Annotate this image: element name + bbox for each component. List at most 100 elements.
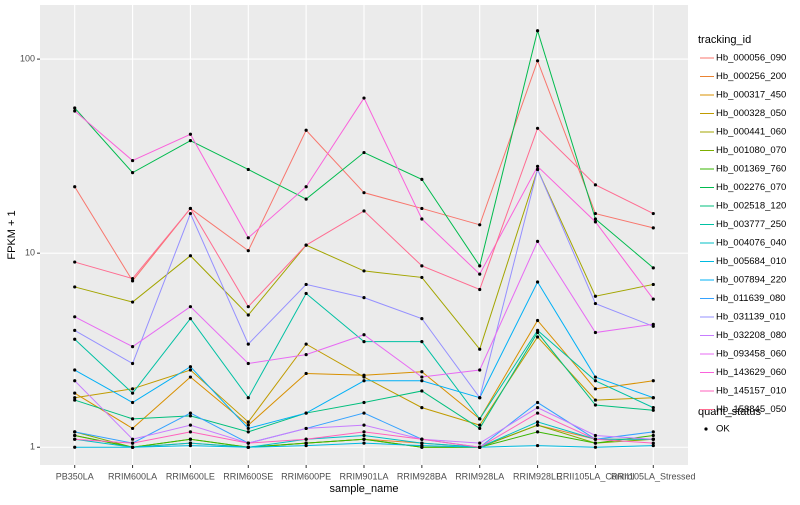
point (304, 185, 308, 189)
point (593, 445, 598, 449)
point (188, 411, 193, 415)
point (73, 368, 77, 372)
point (188, 423, 193, 427)
point (130, 171, 135, 175)
point (304, 282, 308, 287)
point-legend-key (704, 427, 708, 431)
point (362, 400, 366, 405)
point-legend-label: OK (716, 424, 730, 435)
point (188, 317, 193, 321)
point (73, 285, 77, 289)
point (420, 264, 424, 268)
point (535, 59, 540, 63)
point (651, 396, 655, 400)
point (73, 437, 77, 441)
point (593, 183, 598, 187)
point (362, 433, 366, 438)
point (130, 279, 135, 283)
point (362, 96, 366, 100)
point (246, 167, 250, 172)
legend-label: Hb_002276_070 (716, 182, 786, 193)
point (188, 139, 193, 143)
point (362, 209, 366, 213)
point (535, 239, 540, 243)
point (535, 29, 540, 33)
legend-label: Hb_145157_010 (716, 386, 786, 397)
point (188, 206, 193, 211)
point (130, 158, 135, 163)
point (73, 106, 77, 110)
point (478, 264, 482, 268)
point (478, 272, 482, 276)
point (535, 420, 540, 424)
point (593, 398, 598, 402)
legend-label: Hb_000328_050 (716, 108, 786, 119)
point (73, 109, 77, 113)
point (73, 433, 77, 438)
point (130, 276, 135, 281)
point (246, 342, 250, 346)
point (362, 375, 366, 379)
point (246, 445, 250, 449)
point (304, 243, 308, 247)
legend-label: Hb_093458_060 (716, 349, 786, 360)
legend-label: Hb_007894_220 (716, 275, 786, 286)
point (188, 368, 193, 372)
x-tick-label: RRIM928LA (455, 471, 504, 481)
x-tick-label: RRII105LA_Control (556, 471, 634, 481)
legend-label: Hb_032208_080 (716, 330, 786, 341)
point (535, 411, 540, 415)
legend-label: Hb_000256_200 (716, 71, 786, 82)
point (535, 164, 540, 168)
point (73, 260, 77, 264)
x-axis-label: sample_name (329, 483, 398, 495)
point (651, 297, 655, 301)
point (478, 426, 482, 431)
legend-label: Hb_001080_070 (716, 145, 786, 156)
legend-label: Hb_158845_050 (716, 404, 786, 415)
point (651, 322, 655, 326)
point (246, 249, 250, 253)
point (651, 211, 655, 216)
point (651, 379, 655, 383)
point (304, 441, 308, 445)
point (130, 400, 135, 405)
point (362, 411, 366, 415)
point (420, 441, 424, 445)
point (246, 426, 250, 431)
point (420, 379, 424, 383)
point (593, 433, 598, 438)
point (188, 443, 193, 448)
point (188, 211, 193, 216)
point (535, 167, 540, 172)
point (73, 337, 77, 341)
x-tick-label: RRIM600LE (166, 471, 215, 481)
point (651, 408, 655, 412)
point (246, 423, 250, 427)
point (246, 361, 250, 366)
point (304, 443, 308, 448)
point (535, 430, 540, 434)
legend-label: Hb_001369_760 (716, 164, 786, 175)
point (420, 437, 424, 441)
x-tick-label: RRIM600PE (281, 471, 331, 481)
y-tick-label: 100 (20, 53, 35, 63)
point (651, 266, 655, 270)
point (130, 387, 135, 391)
point (651, 430, 655, 434)
point (304, 437, 308, 441)
y-tick-label: 10 (25, 248, 35, 258)
point (593, 437, 598, 441)
point (478, 347, 482, 351)
legend-label: Hb_011639_080 (716, 293, 786, 304)
point (535, 328, 540, 332)
point (478, 223, 482, 227)
point (246, 396, 250, 400)
point (73, 398, 77, 402)
legend-label: Hb_000317_450 (716, 90, 786, 101)
point (535, 126, 540, 130)
point (420, 275, 424, 280)
legend-label: Hb_004076_040 (716, 238, 786, 249)
point (420, 370, 424, 374)
point (73, 185, 77, 189)
